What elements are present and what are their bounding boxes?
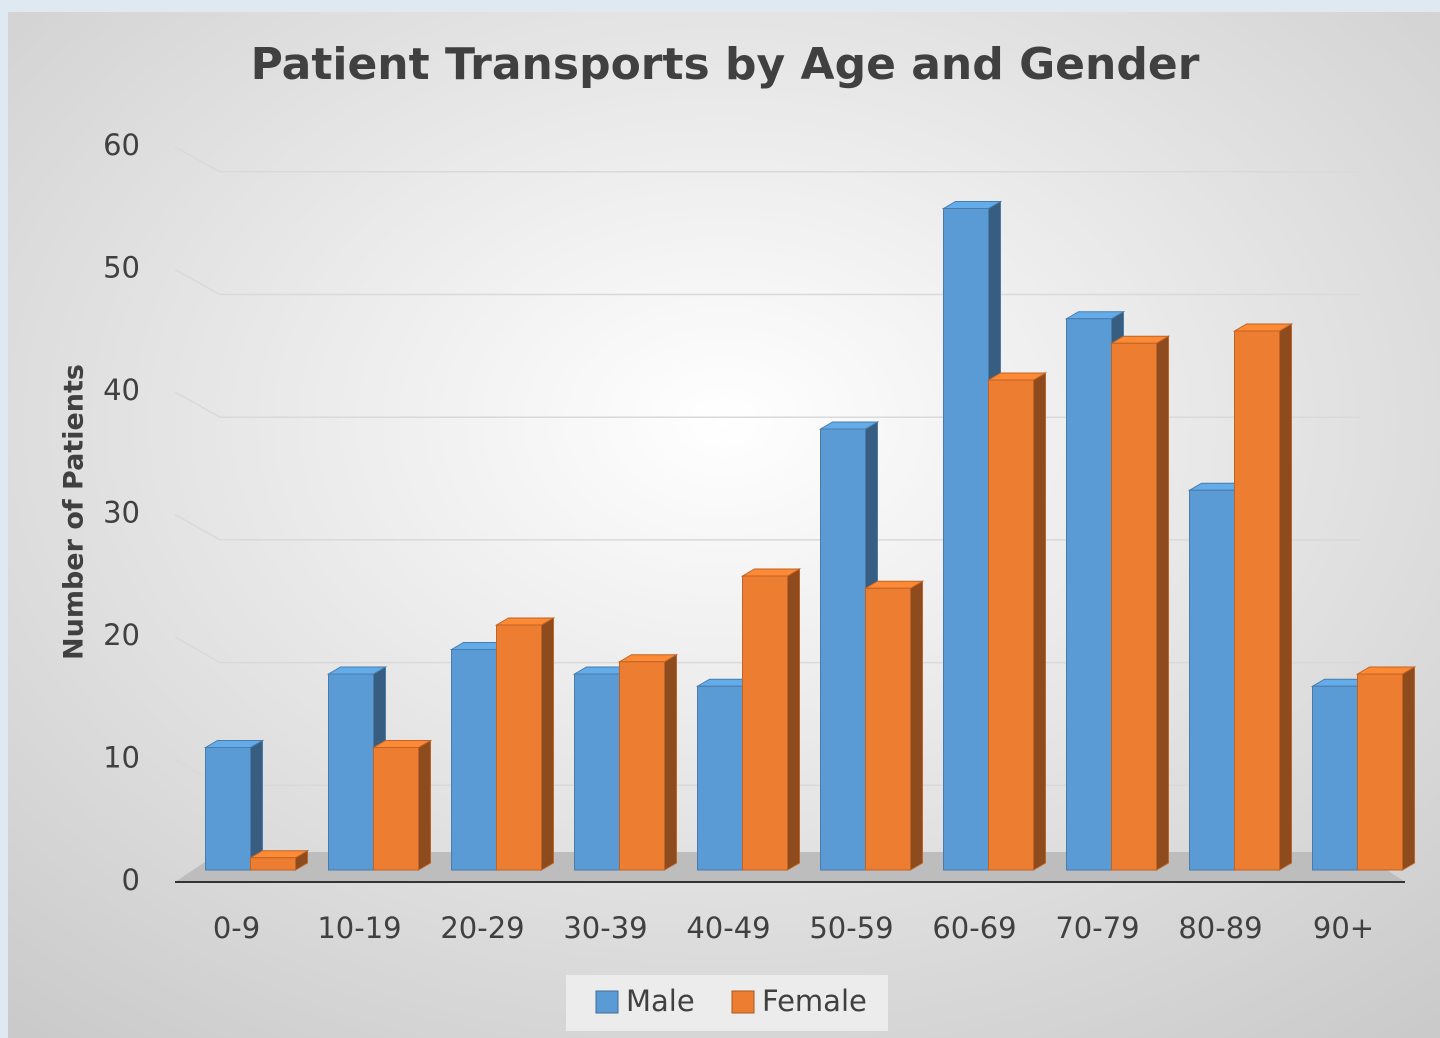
bar-face	[1189, 489, 1235, 871]
bar-face	[910, 580, 923, 871]
x-tick-label: 90+	[1313, 911, 1374, 945]
bar-face	[451, 649, 497, 871]
bar	[371, 739, 433, 871]
bar-face	[1066, 318, 1112, 871]
x-tick-label: 0-9	[213, 911, 260, 945]
bar-face	[820, 428, 866, 871]
x-tick-label: 30-39	[563, 911, 647, 945]
bar-face	[1111, 342, 1157, 871]
bar	[248, 849, 310, 871]
bar	[1232, 323, 1294, 871]
bar-face	[328, 673, 374, 871]
bar-face	[418, 739, 431, 871]
y-tick-label: 0	[122, 863, 140, 897]
x-tick-label: 50-59	[809, 911, 893, 945]
bar-face	[541, 617, 554, 871]
y-axis-label: Number of Patients	[59, 364, 90, 660]
bar-face	[1357, 673, 1403, 871]
bar-face	[742, 575, 788, 871]
y-tick-label: 30	[103, 496, 140, 530]
bar-face	[664, 653, 677, 871]
y-tick-label: 60	[103, 128, 140, 162]
x-tick-label: 40-49	[686, 911, 770, 945]
bar	[1355, 666, 1417, 871]
bar-face	[1156, 335, 1169, 871]
legend	[566, 975, 888, 1031]
legend-label: Male	[626, 984, 695, 1018]
bar-face	[988, 379, 1034, 871]
bar	[986, 372, 1048, 871]
x-tick-label: 70-79	[1055, 911, 1139, 945]
x-tick-label: 10-19	[317, 911, 401, 945]
bar-face	[250, 739, 263, 871]
bar-face	[865, 587, 911, 871]
bar-face	[787, 568, 800, 871]
legend-swatch	[595, 990, 619, 1014]
chart-title: Patient Transports by Age and Gender	[251, 39, 1200, 90]
x-tick-label: 80-89	[1178, 911, 1262, 945]
bar	[1109, 335, 1171, 871]
bar-face	[574, 673, 620, 871]
y-tick-label: 50	[103, 251, 140, 285]
bar	[617, 653, 679, 871]
x-tick-label: 60-69	[932, 911, 1016, 945]
bar-face	[250, 857, 296, 871]
grid-line	[174, 146, 1360, 173]
legend-label: Female	[762, 984, 867, 1018]
y-tick-label: 10	[103, 741, 140, 775]
bar	[740, 568, 802, 871]
bar	[863, 580, 925, 871]
bar-face	[373, 747, 419, 871]
bar-face	[1312, 685, 1358, 871]
bar-face	[1234, 330, 1280, 871]
bar-face	[697, 685, 743, 871]
bar-face	[1279, 323, 1292, 871]
bar-face	[496, 624, 542, 871]
bar-face	[943, 208, 989, 871]
bar-face	[1033, 372, 1046, 871]
bar-face	[619, 661, 665, 871]
bar	[494, 617, 556, 871]
y-tick-label: 40	[103, 373, 140, 407]
x-tick-label: 20-29	[440, 911, 524, 945]
bar-face	[1402, 666, 1415, 871]
bar	[203, 739, 265, 871]
bar-face	[205, 747, 251, 871]
y-tick-label: 20	[103, 618, 140, 652]
legend-swatch	[731, 990, 755, 1014]
